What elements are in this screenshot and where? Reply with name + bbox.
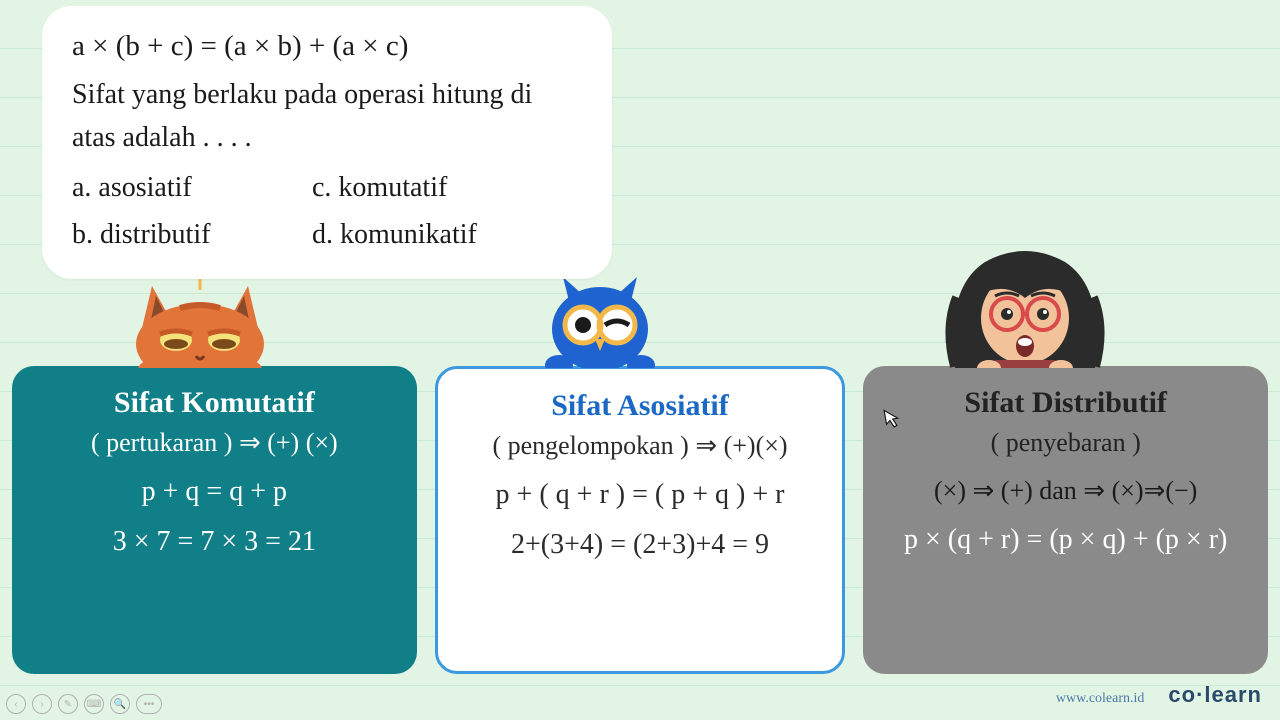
card-distributif: Sifat Distributif ( penyebaran ) (×) ⇒ (… <box>863 366 1268 674</box>
option-c: c. komutatif <box>312 166 582 209</box>
footer-logo: co·learn <box>1168 682 1262 708</box>
card-title: Sifat Asosiatif <box>452 389 829 423</box>
card-subtitle: ( pertukaran ) ⇒ (+) (×) <box>26 428 403 458</box>
option-b: b. distributif <box>72 213 312 256</box>
card-title: Sifat Distributif <box>877 386 1254 420</box>
card-formula-2: 3 × 7 = 7 × 3 = 21 <box>26 526 403 558</box>
card-formula-1: p + ( q + r ) = ( p + q ) + r <box>452 479 829 511</box>
question-options: a. asosiatif c. komutatif b. distributif… <box>72 166 582 257</box>
concept-cards-row: Sifat Komutatif ( pertukaran ) ⇒ (+) (×)… <box>12 366 1268 674</box>
card-komutatif: Sifat Komutatif ( pertukaran ) ⇒ (+) (×)… <box>12 366 417 674</box>
card-formula-2: 2+(3+4) = (2+3)+4 = 9 <box>452 529 829 561</box>
card-formula-1: p × (q + r) = (p × q) + (p × r) <box>877 524 1254 556</box>
card-title: Sifat Komutatif <box>26 386 403 420</box>
card-subtitle: ( penyebaran ) <box>877 428 1254 458</box>
option-d: d. komunikatif <box>312 213 582 256</box>
footer-bar: www.colearn.id co·learn <box>0 676 1280 720</box>
question-card: a × (b + c) = (a × b) + (a × c) Sifat ya… <box>42 6 612 279</box>
question-prompt: Sifat yang berlaku pada operasi hitung d… <box>72 73 582 160</box>
girl-character <box>945 248 1105 368</box>
question-formula: a × (b + c) = (a × b) + (a × c) <box>72 24 582 69</box>
card-asosiatif: Sifat Asosiatif ( pengelompokan ) ⇒ (+)(… <box>435 366 846 674</box>
owl-character <box>545 273 655 368</box>
footer-url: www.colearn.id <box>1056 691 1145 707</box>
card-subtitle: ( pengelompokan ) ⇒ (+)(×) <box>452 431 829 461</box>
cat-character <box>120 278 280 368</box>
card-ops-line: (×) ⇒ (+) dan ⇒ (×)⇒(−) <box>877 476 1254 506</box>
card-formula-1: p + q = q + p <box>26 476 403 508</box>
option-a: a. asosiatif <box>72 166 312 209</box>
